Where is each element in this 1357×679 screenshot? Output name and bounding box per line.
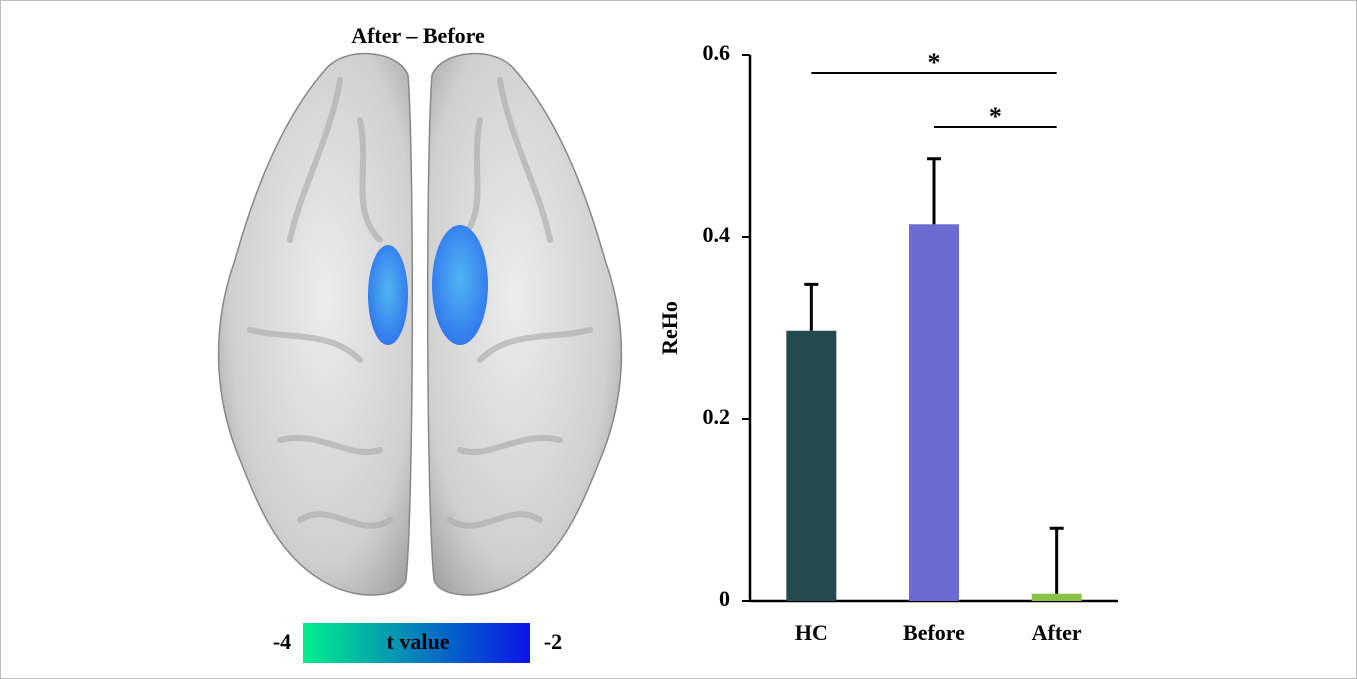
right-hemisphere: [428, 54, 622, 595]
left-hemisphere: [219, 54, 413, 595]
x-tick-label: After: [1032, 620, 1082, 645]
y-tick-label: 0.4: [703, 222, 731, 247]
y-tick-label: 0.6: [703, 40, 731, 65]
colorbar-tick: -4: [273, 629, 291, 654]
brain: [219, 54, 622, 595]
bar: [909, 224, 959, 601]
bar: [786, 331, 836, 601]
significance-label: *: [989, 102, 1002, 131]
error-bar: [804, 284, 818, 330]
significance-label: *: [928, 48, 941, 77]
panel-title: After – Before: [351, 23, 485, 48]
bar: [1032, 594, 1082, 601]
x-tick-label: HC: [795, 620, 828, 645]
colorbar-label: t value: [387, 629, 450, 654]
y-tick-label: 0: [719, 586, 730, 611]
figure: After – Before -4 -2 t value ReHo 0 0.2 0.…: [0, 0, 1357, 679]
y-axis-label: ReHo: [657, 301, 682, 355]
y-tick-label: 0.2: [703, 404, 731, 429]
error-bar: [927, 159, 941, 225]
colorbar-tick: -2: [544, 629, 562, 654]
x-tick-label: Before: [903, 620, 965, 645]
error-bar: [1050, 528, 1064, 594]
